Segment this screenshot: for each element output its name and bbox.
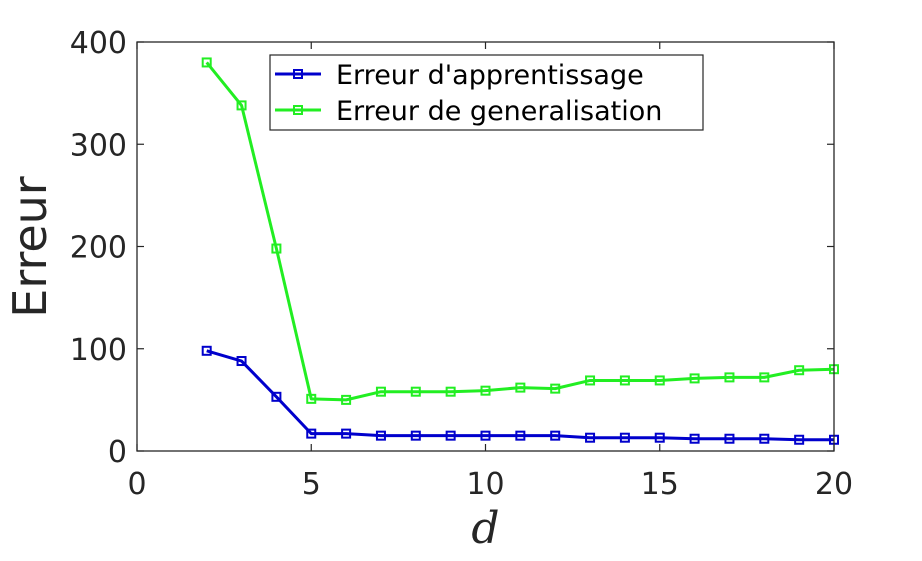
data-point bbox=[550, 383, 561, 394]
data-point bbox=[724, 433, 735, 444]
data-point bbox=[306, 393, 317, 404]
data-point bbox=[480, 430, 491, 441]
legend-item: Erreur de generalisation bbox=[275, 96, 662, 127]
data-point bbox=[654, 432, 665, 443]
series-layer bbox=[201, 57, 839, 445]
data-point bbox=[515, 430, 526, 441]
data-point bbox=[619, 375, 630, 386]
data-point bbox=[759, 372, 770, 383]
series-line bbox=[206, 349, 834, 442]
data-point bbox=[794, 365, 805, 376]
data-point bbox=[445, 386, 456, 397]
y-axis-title: Erreur bbox=[3, 176, 57, 318]
data-point bbox=[585, 375, 596, 386]
data-point bbox=[654, 375, 665, 386]
y-tick-label: 100 bbox=[70, 333, 127, 368]
x-axis-title: d bbox=[471, 503, 499, 554]
data-point bbox=[689, 373, 700, 384]
data-point bbox=[410, 430, 421, 441]
data-point bbox=[585, 432, 596, 443]
x-tick-label: 10 bbox=[466, 467, 504, 502]
series-1 bbox=[201, 345, 839, 445]
legend-box bbox=[269, 54, 704, 131]
data-point bbox=[759, 433, 770, 444]
data-point bbox=[410, 386, 421, 397]
data-point bbox=[689, 433, 700, 444]
legend: Erreur d'apprentissage Erreur de generali… bbox=[269, 54, 704, 131]
series-line bbox=[205, 61, 835, 402]
data-point bbox=[375, 430, 386, 441]
x-tick-label: 0 bbox=[127, 467, 146, 502]
data-point bbox=[271, 243, 282, 254]
legend-swatch-marker bbox=[293, 105, 303, 115]
legend-label: Erreur de generalisation bbox=[336, 96, 662, 127]
data-point bbox=[271, 391, 282, 402]
data-point bbox=[201, 57, 212, 68]
data-point bbox=[375, 386, 386, 397]
data-point bbox=[480, 385, 491, 396]
y-tick-label: 200 bbox=[70, 231, 127, 266]
data-point bbox=[794, 434, 805, 445]
legend-swatch-marker bbox=[293, 69, 303, 79]
data-point bbox=[724, 372, 735, 383]
x-tick-label: 5 bbox=[302, 467, 321, 502]
data-point bbox=[550, 430, 561, 441]
data-point bbox=[236, 100, 247, 111]
data-point bbox=[306, 428, 317, 439]
x-tick-label: 15 bbox=[641, 467, 679, 502]
data-point bbox=[236, 356, 247, 367]
y-tick-label: 300 bbox=[70, 128, 127, 163]
legend-label: Erreur d'apprentissage bbox=[336, 60, 644, 91]
data-point bbox=[619, 432, 630, 443]
data-point bbox=[341, 428, 352, 439]
legend-item: Erreur d'apprentissage bbox=[275, 60, 644, 91]
x-tick-label: 20 bbox=[815, 467, 853, 502]
y-tick-label: 0 bbox=[108, 435, 127, 470]
data-point bbox=[445, 430, 456, 441]
series-2 bbox=[201, 57, 839, 405]
data-point bbox=[341, 394, 352, 405]
y-tick-label: 400 bbox=[70, 26, 127, 61]
data-point bbox=[201, 345, 212, 356]
data-point bbox=[515, 382, 526, 393]
